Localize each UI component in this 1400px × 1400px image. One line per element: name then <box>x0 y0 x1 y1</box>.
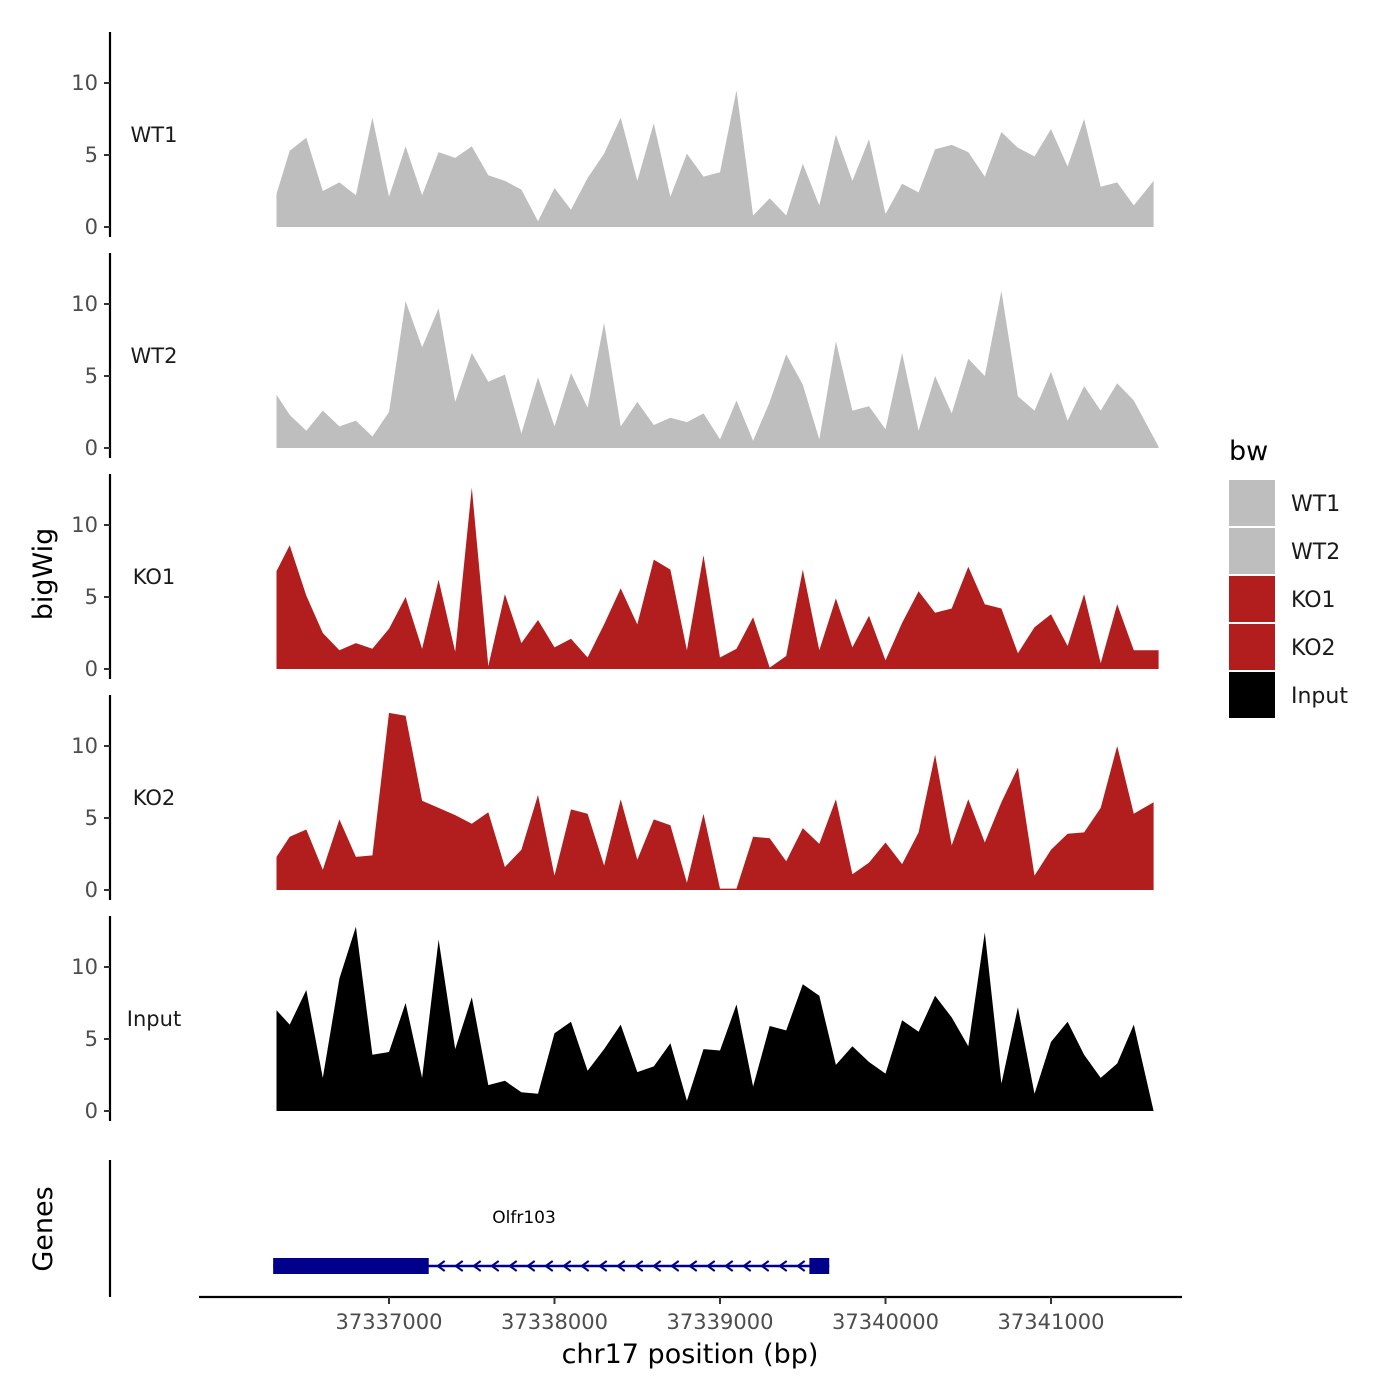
series-area-wt1 <box>276 90 1154 227</box>
legend-entry-input: Input <box>1229 672 1348 718</box>
y-tick-label: 10 <box>71 292 98 316</box>
strand-arrow <box>561 1260 572 1272</box>
x-tick-label: 37337000 <box>336 1310 443 1334</box>
series-area-input <box>276 926 1154 1111</box>
y-tick-label: 0 <box>85 657 98 681</box>
y-tick-label: 0 <box>85 215 98 239</box>
series-area-wt2 <box>276 291 1159 448</box>
legend-entry-wt2: WT2 <box>1229 528 1340 574</box>
y-tick-label: 0 <box>85 1099 98 1123</box>
strand-arrow <box>795 1260 806 1272</box>
y-tick-label: 10 <box>71 513 98 537</box>
legend-entry-wt1: WT1 <box>1229 480 1340 526</box>
y-tick-label: 10 <box>71 955 98 979</box>
genes-axis-title: Genes <box>28 1186 59 1271</box>
series-area-ko2 <box>276 712 1154 890</box>
legend-title: bw <box>1229 436 1268 467</box>
strand-arrow <box>507 1260 518 1272</box>
y-tick-label: 5 <box>85 143 98 167</box>
track-wt2: 0 5 10 WT2 <box>71 253 1159 460</box>
strand-arrow <box>777 1260 788 1272</box>
legend-label: WT2 <box>1291 540 1340 565</box>
track-input: 0 5 10 Input <box>71 916 1154 1123</box>
legend-swatch <box>1229 672 1275 718</box>
signal-tracks: 0 5 10 WT1 0 5 10 WT2 0 5 10 KO1 0 5 10 KO2 0 5 10 Input <box>71 32 1159 1123</box>
strand-arrow <box>525 1260 536 1272</box>
x-tick-label: 37341000 <box>998 1310 1105 1334</box>
x-tick-label: 37339000 <box>667 1310 774 1334</box>
y-axis-title: bigWig <box>28 528 59 621</box>
legend-swatch <box>1229 480 1275 526</box>
legend-entry-ko2: KO2 <box>1229 624 1336 670</box>
y-tick-label: 10 <box>71 71 98 95</box>
strand-arrow <box>471 1260 482 1272</box>
x-tick-label: 37340000 <box>832 1310 939 1334</box>
strand-arrow <box>615 1260 626 1272</box>
legend-label: KO1 <box>1291 588 1336 613</box>
x-axis-title: chr17 position (bp) <box>562 1339 819 1370</box>
strand-arrow <box>597 1260 608 1272</box>
gene-olfr103: Olfr103 <box>273 1208 830 1274</box>
strand-arrow <box>687 1260 698 1272</box>
strand-arrow <box>633 1260 644 1272</box>
exon <box>273 1258 429 1274</box>
y-tick-label: 5 <box>85 1027 98 1051</box>
exon <box>809 1258 830 1274</box>
legend-entry-ko1: KO1 <box>1229 576 1336 622</box>
legend-label: WT1 <box>1291 492 1340 517</box>
y-tick-label: 5 <box>85 585 98 609</box>
strand-arrow <box>489 1260 500 1272</box>
strand-arrow <box>579 1260 590 1272</box>
genes-panel: Olfr103 <box>108 1160 830 1297</box>
strand-arrow <box>651 1260 662 1272</box>
strand-arrow <box>741 1260 752 1272</box>
strand-arrow <box>543 1260 554 1272</box>
track-label: KO2 <box>133 786 176 810</box>
legend: bw WT1 WT2 KO1 KO2 Input <box>1229 436 1348 718</box>
y-tick-label: 10 <box>71 734 98 758</box>
y-tick-label: 0 <box>85 878 98 902</box>
strand-arrow <box>669 1260 680 1272</box>
track-ko1: 0 5 10 KO1 <box>71 474 1159 681</box>
track-wt1: 0 5 10 WT1 <box>71 32 1154 239</box>
x-tick-label: 37338000 <box>501 1310 608 1334</box>
y-tick-label: 5 <box>85 806 98 830</box>
x-axis: 37337000 37338000 37339000 37340000 37341000 <box>199 1295 1182 1334</box>
series-area-ko1 <box>276 487 1159 669</box>
y-tick-label: 5 <box>85 364 98 388</box>
strand-arrow <box>759 1260 770 1272</box>
legend-label: KO2 <box>1291 636 1336 661</box>
legend-label: Input <box>1291 684 1348 709</box>
track-label: WT1 <box>131 123 178 147</box>
gene-label: Olfr103 <box>492 1208 556 1228</box>
legend-swatch <box>1229 528 1275 574</box>
track-label: WT2 <box>131 344 178 368</box>
strand-arrow <box>453 1260 464 1272</box>
track-label: Input <box>127 1007 181 1031</box>
y-tick-label: 0 <box>85 436 98 460</box>
legend-swatch <box>1229 576 1275 622</box>
strand-arrow <box>705 1260 716 1272</box>
legend-swatch <box>1229 624 1275 670</box>
track-ko2: 0 5 10 KO2 <box>71 695 1154 902</box>
strand-arrow <box>435 1260 446 1272</box>
track-label: KO1 <box>133 565 176 589</box>
strand-arrow <box>723 1260 734 1272</box>
